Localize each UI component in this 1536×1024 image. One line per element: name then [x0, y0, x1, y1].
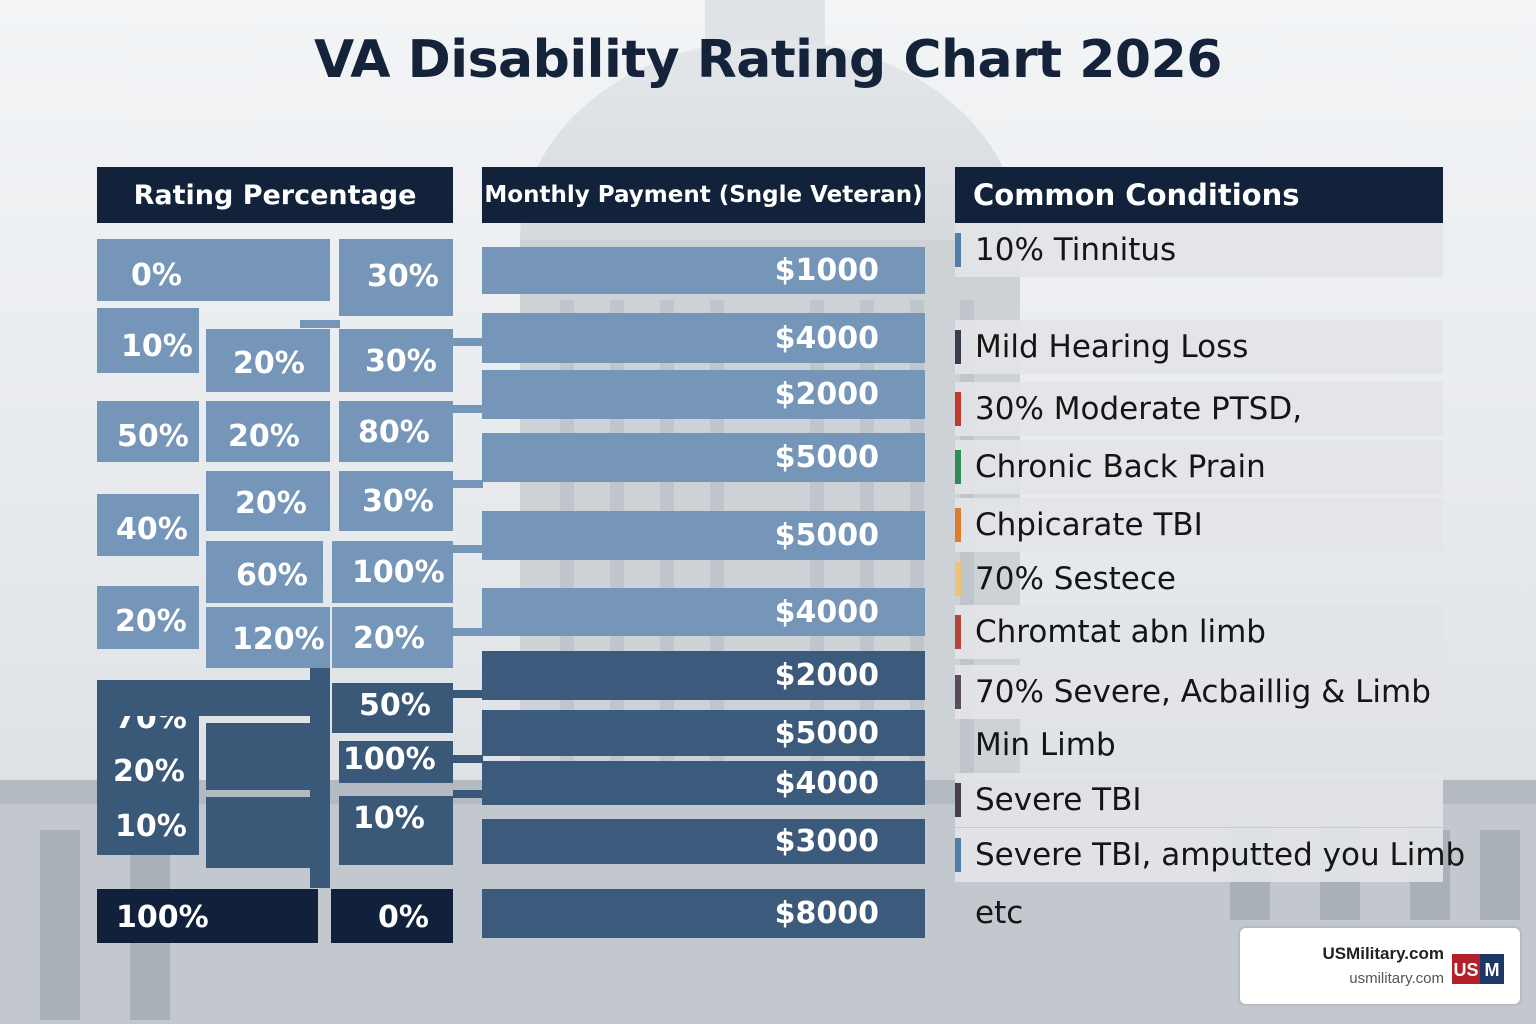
- rating-cell: 100%: [339, 741, 453, 783]
- connector: [453, 338, 483, 346]
- connector: [453, 690, 483, 698]
- connector: [453, 790, 483, 798]
- payment-bar: $2000: [482, 651, 925, 700]
- rating-cell: 60%: [206, 541, 323, 603]
- rating-cell: 80%: [339, 401, 453, 462]
- condition-color-bar: [955, 675, 961, 709]
- connector: [453, 545, 483, 553]
- condition-color-bar: [955, 508, 961, 542]
- condition-text: Min Limb: [975, 727, 1116, 763]
- usmilitary-logo[interactable]: USMilitary.com usmilitary.com US M: [1238, 926, 1522, 1006]
- condition-text: Chpicarate TBI: [975, 507, 1203, 543]
- condition-color-bar: [955, 233, 961, 267]
- rating-cell: 50%: [97, 401, 199, 462]
- rating-block-empty: [206, 723, 330, 790]
- payment-bar: $5000: [482, 511, 925, 560]
- header-rating-percentage: Rating Percentage: [97, 167, 453, 223]
- rating-cell: 40%: [97, 494, 199, 556]
- page-title: VA Disability Rating Chart 2026: [314, 30, 1222, 90]
- condition-item: etc: [955, 886, 1023, 940]
- condition-text: etc: [975, 895, 1024, 931]
- condition-color-bar: [955, 838, 961, 872]
- payment-bar: $3000: [482, 819, 925, 864]
- rating-block-empty: [97, 680, 313, 716]
- payment-bar: $1000: [482, 247, 925, 294]
- condition-color-bar: [955, 783, 961, 817]
- payment-bar: $4000: [482, 313, 925, 363]
- condition-item: Chronic Back Prain: [955, 440, 1443, 494]
- header-common-conditions: Common Conditions: [955, 167, 1443, 223]
- header-payment-label: Monthly Payment (Sngle Veteran): [484, 182, 923, 208]
- rating-cell: 50%: [332, 683, 453, 733]
- condition-text: 70% Severe, Acbaillig & Limb: [975, 674, 1431, 710]
- logo-site-name: USMilitary.com: [1322, 944, 1444, 963]
- rating-cell: 120%: [206, 607, 330, 668]
- connector: [453, 755, 483, 763]
- rating-cell: 30%: [339, 471, 453, 531]
- header-rating-label: Rating Percentage: [133, 179, 417, 211]
- payment-bar: $4000: [482, 588, 925, 636]
- payment-bar: $5000: [482, 710, 925, 756]
- connector: [453, 480, 483, 488]
- condition-text: 10% Tinnitus: [975, 232, 1177, 268]
- condition-color-bar: [955, 615, 961, 649]
- condition-text: 30% Moderate PTSD,: [975, 391, 1303, 427]
- condition-color-bar: [955, 562, 961, 596]
- rating-cell: 20%: [332, 607, 453, 668]
- condition-item: Chromtat abn limb: [955, 605, 1443, 659]
- condition-item: Severe TBI: [955, 773, 1443, 827]
- header-conditions-label: Common Conditions: [973, 178, 1300, 212]
- logo-mark-us: US: [1453, 960, 1478, 980]
- condition-text: Chromtat abn limb: [975, 614, 1266, 650]
- rating-cell: 10%: [97, 308, 199, 373]
- connector: [453, 628, 483, 636]
- condition-item: 30% Moderate PTSD,: [955, 382, 1443, 436]
- condition-item: Severe TBI, amputted you Limb: [955, 828, 1465, 882]
- connector: [300, 320, 340, 328]
- condition-color-bar: [955, 330, 961, 364]
- logo-site-url: usmilitary.com: [1349, 970, 1444, 987]
- condition-text: Severe TBI: [975, 782, 1142, 818]
- rating-cell: 30%: [339, 329, 453, 392]
- condition-text: 70% Sestece: [975, 561, 1177, 597]
- header-monthly-payment: Monthly Payment (Sngle Veteran): [482, 167, 925, 223]
- payment-bar: $2000: [482, 370, 925, 419]
- payment-bar: $5000: [482, 433, 925, 482]
- condition-color-bar: [955, 392, 961, 426]
- rating-cell: 20%: [97, 586, 199, 649]
- rating-cell: 100%: [97, 889, 318, 943]
- rating-cell: 20%: [113, 754, 185, 789]
- connector: [453, 405, 483, 413]
- rating-block-empty: [206, 797, 330, 868]
- condition-item: Min Limb: [955, 718, 1116, 772]
- condition-color-bar: [955, 450, 961, 484]
- rating-cell: 10%: [339, 796, 453, 865]
- rating-cell: 10%: [115, 809, 187, 844]
- condition-item: 70% Severe, Acbaillig & Limb: [955, 665, 1443, 719]
- rating-cell: 20%: [206, 401, 330, 462]
- rating-cell: 20%: [206, 471, 330, 531]
- rating-cell: 100%: [332, 541, 453, 603]
- logo-mark-m: M: [1485, 960, 1500, 980]
- payment-bar: $8000: [482, 889, 925, 938]
- rating-cell: 30%: [339, 239, 453, 316]
- condition-item: 70% Sestece: [955, 552, 1176, 606]
- condition-item: Chpicarate TBI: [955, 498, 1443, 552]
- condition-item: Mild Hearing Loss: [955, 320, 1443, 374]
- condition-item: 10% Tinnitus: [955, 223, 1443, 277]
- us-m-logo-icon: US M: [1452, 954, 1504, 984]
- condition-text: Chronic Back Prain: [975, 449, 1266, 485]
- condition-text: Severe TBI, amputted you Limb: [975, 837, 1466, 873]
- condition-text: Mild Hearing Loss: [975, 329, 1249, 365]
- payment-bar: $4000: [482, 761, 925, 805]
- rating-cell: 0%: [97, 239, 330, 301]
- rating-cell: 0%: [331, 889, 453, 943]
- rating-cell: 20%: [206, 329, 330, 392]
